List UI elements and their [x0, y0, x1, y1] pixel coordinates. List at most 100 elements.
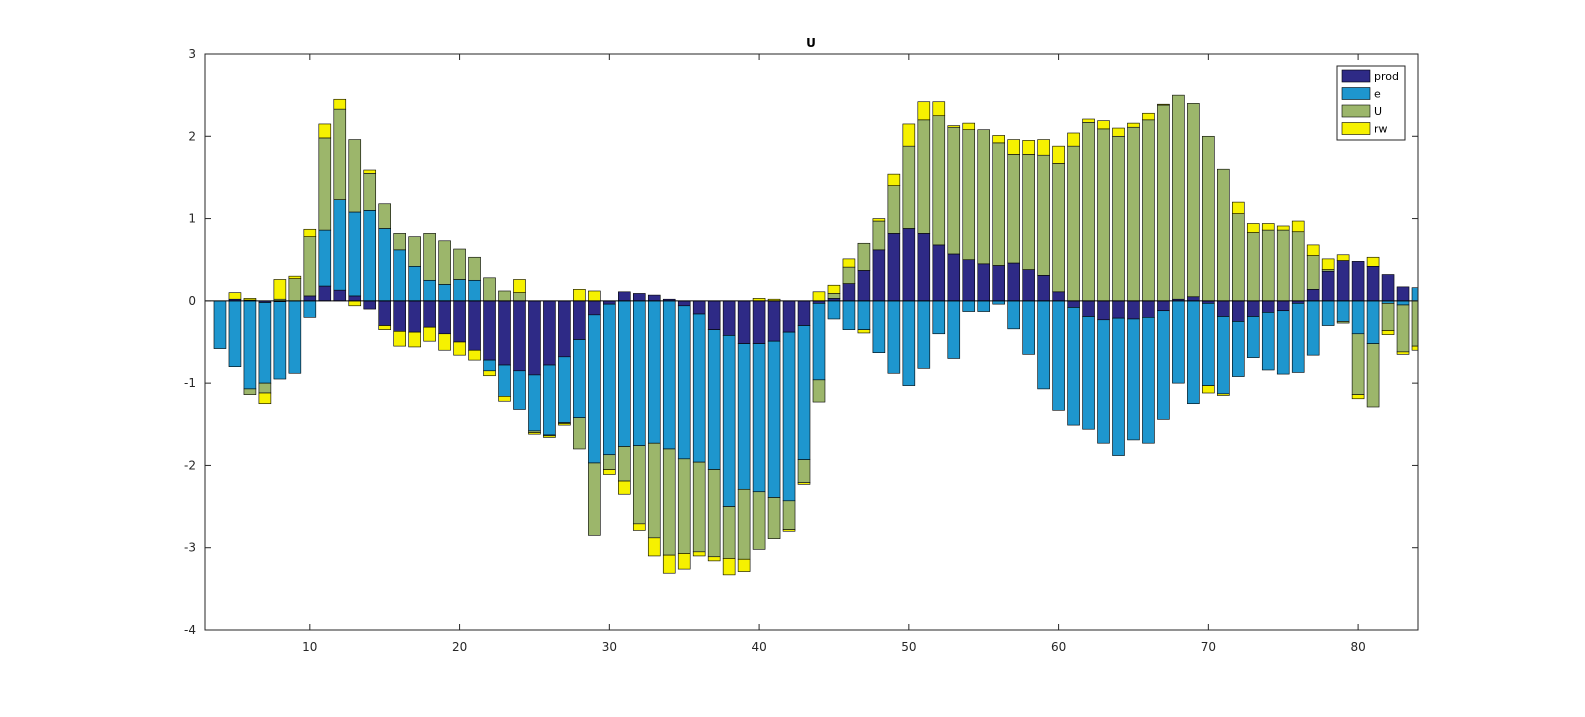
- bar-rw-17: [408, 331, 421, 348]
- chart-title: U: [806, 36, 816, 50]
- bar-U-81: [1366, 343, 1380, 408]
- y-tick-label: 3: [188, 47, 196, 61]
- bar-e-41: [767, 340, 781, 498]
- bar-rw-74: [1261, 223, 1275, 231]
- bar-rw-72: [1232, 201, 1245, 214]
- bar-U-69: [1187, 103, 1200, 298]
- legend-swatch-prod: [1341, 69, 1371, 83]
- bar-U-67: [1157, 104, 1170, 302]
- bar-prod-21: [468, 300, 481, 351]
- bar-e-12: [333, 199, 347, 291]
- bar-U-7: [258, 382, 272, 394]
- bar-prod-52: [932, 244, 946, 302]
- bar-prod-18: [423, 300, 436, 328]
- bar-rw-30: [603, 469, 616, 475]
- bar-rw-54: [962, 122, 976, 131]
- bar-e-49: [887, 300, 901, 374]
- bar-U-6: [243, 388, 257, 395]
- bar-U-77: [1306, 255, 1320, 290]
- x-tick-label: 60: [1051, 640, 1066, 654]
- bar-e-76: [1291, 303, 1305, 373]
- bar-U-20: [453, 248, 466, 280]
- bar-U-35: [677, 458, 691, 554]
- bar-U-40: [752, 491, 766, 550]
- bar-prod-43: [797, 300, 811, 326]
- bar-U-43: [797, 459, 811, 484]
- axis-ticks-layer: 10 20 30 40 50 60 70 80 -4 -3 -2 -1 0 1 2 3: [184, 47, 1418, 654]
- bar-prod-51: [917, 233, 931, 302]
- x-tick-label: 80: [1350, 640, 1365, 654]
- bar-prod-55: [977, 263, 991, 302]
- bar-U-15: [378, 203, 391, 229]
- bar-prod-73: [1246, 300, 1260, 317]
- bar-rw-65: [1127, 122, 1140, 128]
- bar-rw-79: [1336, 254, 1350, 261]
- legend-label-U: U: [1374, 105, 1382, 118]
- bar-rw-37: [707, 556, 721, 562]
- bar-prod-82: [1381, 274, 1395, 302]
- bar-prod-48: [872, 249, 886, 302]
- bar-e-31: [618, 300, 631, 447]
- bar-e-81: [1366, 300, 1380, 344]
- bar-rw-77: [1306, 244, 1320, 256]
- bar-rw-58: [1022, 140, 1035, 155]
- legend-label-e: e: [1374, 88, 1381, 101]
- bar-e-30: [603, 303, 616, 456]
- bar-e-22: [483, 359, 496, 372]
- bar-rw-44: [812, 291, 826, 302]
- bar-e-59: [1037, 300, 1050, 390]
- bar-rw-38: [722, 558, 736, 576]
- bar-rw-46: [842, 258, 856, 268]
- bar-U-50: [902, 145, 916, 229]
- bar-rw-63: [1097, 120, 1110, 130]
- bar-prod-75: [1276, 300, 1290, 312]
- y-tick-label: 0: [188, 294, 196, 308]
- bar-e-16: [393, 249, 406, 302]
- bar-rw-61: [1067, 132, 1080, 147]
- bar-e-48: [872, 300, 886, 353]
- bar-U-82: [1381, 303, 1395, 331]
- bar-U-84: [1411, 300, 1419, 347]
- bar-U-38: [722, 506, 736, 559]
- bar-prod-33: [647, 294, 661, 302]
- bar-U-14: [363, 173, 377, 211]
- bar-U-59: [1037, 154, 1050, 276]
- bar-e-10: [303, 300, 317, 318]
- bar-prod-32: [632, 293, 646, 302]
- bar-rw-56: [992, 135, 1005, 144]
- bar-U-30: [603, 454, 616, 470]
- bar-prod-57: [1007, 262, 1020, 302]
- bar-rw-66: [1142, 112, 1155, 121]
- bar-e-40: [752, 343, 766, 493]
- bar-U-34: [662, 448, 676, 556]
- bar-rw-8: [273, 279, 287, 300]
- y-tick-label: -4: [184, 623, 196, 637]
- bar-rw-42: [782, 529, 796, 532]
- bar-e-55: [977, 300, 991, 312]
- bar-U-83: [1396, 304, 1410, 353]
- y-tick-label: 1: [188, 212, 196, 226]
- bar-e-83: [1396, 300, 1410, 306]
- bar-rw-70: [1202, 385, 1215, 394]
- bar-prod-22: [483, 300, 496, 361]
- bar-prod-15: [378, 300, 391, 326]
- bar-prod-67: [1157, 300, 1170, 312]
- bar-prod-53: [947, 253, 961, 302]
- bar-e-29: [588, 314, 601, 464]
- bar-U-39: [737, 488, 751, 560]
- bar-e-80: [1351, 300, 1365, 335]
- bar-e-62: [1082, 316, 1095, 430]
- y-tick-label: 2: [188, 129, 196, 143]
- bar-U-42: [782, 500, 796, 530]
- bar-prod-12: [333, 289, 347, 302]
- bar-e-60: [1052, 300, 1065, 411]
- bar-U-9: [288, 278, 302, 302]
- bar-rw-9: [288, 275, 302, 279]
- bar-e-53: [947, 300, 961, 359]
- bar-rw-5: [228, 292, 242, 300]
- bar-e-64: [1112, 317, 1125, 456]
- bar-U-61: [1067, 145, 1080, 302]
- bar-prod-40: [752, 300, 766, 344]
- bar-prod-47: [857, 270, 871, 302]
